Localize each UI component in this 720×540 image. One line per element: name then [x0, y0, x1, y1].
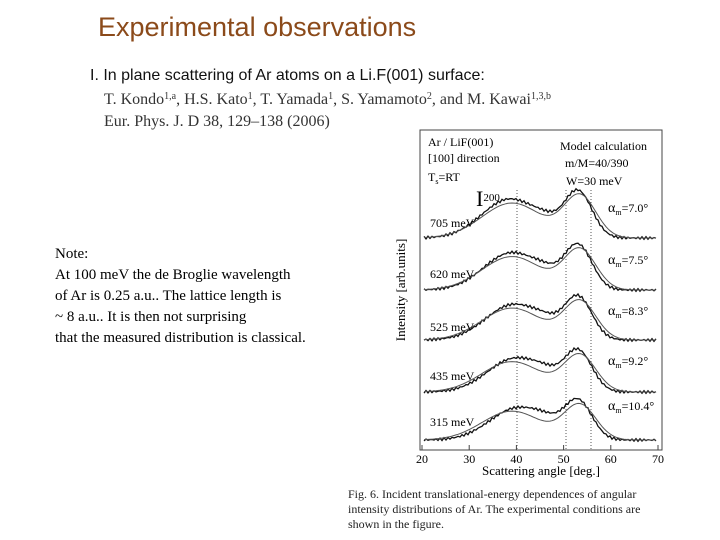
label: W=30 meV	[566, 174, 623, 188]
plot-frame	[419, 129, 663, 451]
caption: Fig. 6. Incident translational-energy de…	[348, 487, 640, 531]
label: Ar / LiF(001)	[428, 135, 493, 149]
label: Ts=RT	[428, 170, 461, 186]
alpha-symbol: α	[608, 304, 616, 319]
energy-label: 525 meV	[430, 320, 475, 334]
energy-label: 315 meV	[430, 415, 475, 429]
alpha-value: =7.5°	[622, 253, 649, 267]
alpha-value: =10.4°	[622, 399, 655, 413]
author: , H.S. Kato	[176, 91, 248, 108]
alpha-value: =9.2°	[622, 354, 649, 368]
note: At 100 meV the de Broglie wavelength of A…	[55, 267, 306, 346]
note-line: of Ar is 0.25 a.u.. The lattice length i…	[55, 288, 282, 304]
journal: Eur. Phys. J. D 38, 129–138 (2006)	[104, 113, 330, 130]
author-sup: 2	[427, 91, 432, 102]
model-curve	[423, 299, 656, 341]
author-sup: 1,a	[164, 91, 177, 102]
note-line: At 100 meV the de Broglie wavelength	[55, 267, 291, 283]
alpha-label: αm=7.0°	[608, 201, 648, 217]
caption-line: intensity distributions of Ar. The exper…	[348, 502, 640, 516]
note-heading: Note:	[55, 246, 88, 262]
note-line: ~ 8 a.u.. It is then not surprising	[55, 309, 247, 325]
figure: Ar / LiF(001) [100] direction Ts=RT Mode…	[393, 129, 664, 478]
authors: T. Kondo1,a, H.S. Kato1, T. Yamada1, S. …	[104, 91, 551, 108]
label: Model calculation	[560, 139, 647, 153]
alpha-sub: m	[615, 406, 622, 415]
alpha-label: αm=7.5°	[608, 253, 648, 269]
model-curve	[423, 402, 656, 441]
note-line: that the measured distribution is classi…	[55, 330, 306, 346]
author-sup: 1	[328, 91, 333, 102]
alpha-symbol: α	[608, 399, 616, 414]
alpha-sub: m	[615, 361, 622, 370]
alpha-value: =8.3°	[622, 304, 649, 318]
model-curve	[424, 247, 656, 291]
alpha-symbol: α	[608, 354, 616, 369]
alpha-label: αm=10.4°	[608, 399, 654, 415]
curve	[423, 242, 657, 293]
model-curve	[423, 193, 656, 239]
author-sup: 1,3,b	[531, 91, 551, 102]
curve	[423, 292, 657, 343]
author: T. Kondo	[104, 91, 164, 108]
caption-line: shown in the figure.	[348, 517, 444, 531]
alpha-sub: m	[615, 208, 622, 217]
x-tick-label: 20	[416, 452, 428, 466]
curve	[423, 397, 657, 443]
x-tick-label: 70	[652, 452, 664, 466]
alpha-value: =7.0°	[622, 201, 649, 215]
alpha-sub: m	[615, 311, 622, 320]
alpha-symbol: α	[608, 201, 616, 216]
x-tick-label: 50	[558, 452, 570, 466]
author: , S. Yamamoto	[333, 91, 427, 108]
alpha-label: αm=8.3°	[608, 304, 648, 320]
energy-label: 620 meV	[430, 267, 475, 281]
x-tick-label: 60	[605, 452, 617, 466]
label: m/M=40/390	[565, 156, 628, 170]
x-label: Scattering angle [deg.]	[482, 463, 600, 478]
curve	[423, 346, 657, 395]
energy-label: 705 meV	[430, 216, 475, 230]
alpha-sub: m	[615, 260, 622, 269]
subtitle: I. In plane scattering of Ar atoms on a …	[90, 67, 485, 84]
title: Experimental observations	[98, 12, 416, 42]
alpha-label: αm=9.2°	[608, 354, 648, 370]
label: [100] direction	[428, 151, 500, 165]
author-sup: 1	[248, 91, 253, 102]
author: , T. Yamada	[253, 91, 328, 108]
author: , and M. Kawai	[432, 91, 532, 108]
x-tick-label: 40	[510, 452, 522, 466]
energy-label: 435 meV	[430, 369, 475, 383]
x-tick-label: 30	[463, 452, 475, 466]
model-curve	[423, 352, 656, 393]
y-label: Intensity [arb.units]	[393, 239, 408, 342]
caption-line: Fig. 6. Incident translational-energy de…	[348, 487, 636, 501]
alpha-symbol: α	[608, 253, 616, 268]
peak-label: I200	[476, 186, 500, 211]
